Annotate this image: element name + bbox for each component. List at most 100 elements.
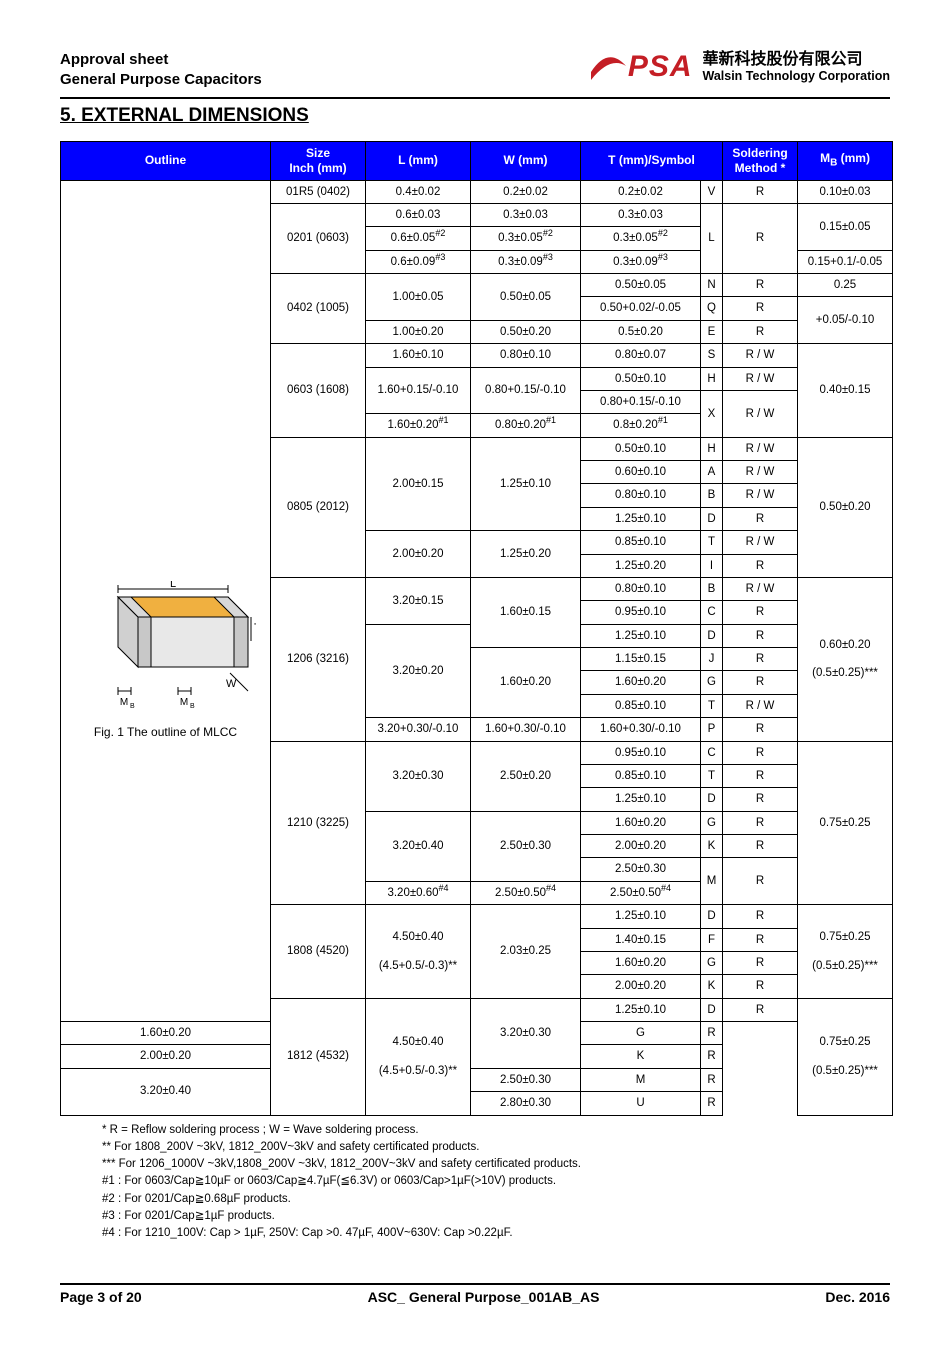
data-cell: 1.00±0.05 <box>366 274 471 321</box>
data-cell: 0.50±0.10 <box>581 367 701 390</box>
data-cell: H <box>701 437 723 460</box>
data-cell: 0603 (1608) <box>271 344 366 438</box>
data-cell: R <box>723 858 798 905</box>
data-cell: R <box>701 1092 723 1115</box>
col-header: L (mm) <box>366 141 471 180</box>
footnote-line: #2 : For 0201/Cap≧0.68µF products. <box>102 1191 890 1208</box>
data-cell: R <box>723 554 798 577</box>
data-cell: E <box>701 320 723 343</box>
data-cell: R <box>723 718 798 741</box>
data-cell: 1.00±0.20 <box>366 320 471 343</box>
data-cell: 4.50±0.40(4.5+0.5/-0.3)** <box>366 998 471 1115</box>
data-cell: J <box>701 648 723 671</box>
data-cell: 0.95±0.10 <box>581 741 701 764</box>
data-cell: R <box>723 297 798 320</box>
data-cell: R <box>723 274 798 297</box>
data-cell: R / W <box>723 461 798 484</box>
data-cell: R / W <box>723 367 798 390</box>
data-cell: G <box>701 671 723 694</box>
data-cell: 4.50±0.40(4.5+0.5/-0.3)** <box>366 905 471 999</box>
svg-text:T: T <box>254 622 256 634</box>
data-cell: R <box>723 998 798 1021</box>
mlcc-figure: LTWMBMBFig. 1 The outline of MLCC <box>76 581 256 740</box>
data-cell: G <box>581 1022 701 1045</box>
data-cell: 1.25±0.10 <box>581 624 701 647</box>
data-cell: 2.00±0.20 <box>581 975 701 998</box>
footer-rule <box>60 1283 890 1285</box>
header-line2: General Purpose Capacitors <box>60 70 262 90</box>
data-cell: 2.50±0.30 <box>471 811 581 881</box>
dimensions-table: OutlineSizeInch (mm)L (mm)W (mm)T (mm)/S… <box>60 141 893 1116</box>
col-header: MB (mm) <box>798 141 893 180</box>
footnote-line: #4 : For 1210_100V: Cap > 1µF, 250V: Cap… <box>102 1225 890 1242</box>
data-cell: K <box>701 975 723 998</box>
data-cell: 0.2±0.02 <box>471 180 581 203</box>
data-cell: 0.50±0.20 <box>798 437 893 577</box>
data-cell: 2.00±0.20 <box>366 531 471 578</box>
data-cell: 3.20±0.20 <box>366 624 471 718</box>
mlcc-diagram-icon: LTWMBMB <box>76 581 256 711</box>
data-cell: 1.60±0.10 <box>366 344 471 367</box>
data-cell: R / W <box>723 390 798 437</box>
corp-name-en: Walsin Technology Corporation <box>703 69 891 84</box>
data-cell: V <box>701 180 723 203</box>
logo-text: PSA <box>628 50 693 84</box>
data-cell: B <box>701 577 723 600</box>
data-cell: R / W <box>723 694 798 717</box>
data-cell: 0.85±0.10 <box>581 531 701 554</box>
data-cell: R <box>723 905 798 928</box>
data-cell: 0.6±0.09#3 <box>366 250 471 273</box>
data-cell: 3.20±0.15 <box>366 577 471 624</box>
data-cell: R <box>723 951 798 974</box>
data-cell: 1.25±0.20 <box>471 531 581 578</box>
corp-name: 華新科技股份有限公司 Walsin Technology Corporation <box>703 50 891 84</box>
data-cell: 1.25±0.10 <box>581 998 701 1021</box>
data-cell: 0201 (0603) <box>271 203 366 273</box>
data-cell: 0402 (1005) <box>271 274 366 344</box>
data-cell: 3.20+0.30/-0.10 <box>366 718 471 741</box>
data-cell: 2.50±0.50#4 <box>471 881 581 904</box>
page-footer: Page 3 of 20 ASC_ General Purpose_001AB_… <box>60 1283 890 1305</box>
data-cell: 1.60±0.20 <box>61 1022 271 1045</box>
data-cell: D <box>701 788 723 811</box>
data-cell: R <box>723 788 798 811</box>
data-cell: 0805 (2012) <box>271 437 366 577</box>
data-cell: 1.60±0.20 <box>581 951 701 974</box>
data-cell: 1206 (3216) <box>271 577 366 741</box>
data-cell: T <box>701 531 723 554</box>
header-logo-block: PSA 華新科技股份有限公司 Walsin Technology Corpora… <box>588 50 890 84</box>
data-cell: 0.60±0.10 <box>581 461 701 484</box>
data-cell: 0.40±0.15 <box>798 344 893 438</box>
data-cell: 1.60±0.20 <box>581 671 701 694</box>
header-rule <box>60 97 890 99</box>
outline-cell: LTWMBMBFig. 1 The outline of MLCC <box>61 180 271 1022</box>
data-cell: 1.60+0.30/-0.10 <box>581 718 701 741</box>
data-cell: 0.3±0.03 <box>581 203 701 226</box>
data-cell: Q <box>701 297 723 320</box>
data-cell: R <box>723 741 798 764</box>
data-cell: 1.60±0.20 <box>581 811 701 834</box>
data-cell: 3.20±0.60#4 <box>366 881 471 904</box>
data-cell: 1.40±0.15 <box>581 928 701 951</box>
col-header: T (mm)/Symbol <box>581 141 723 180</box>
footer-date: Dec. 2016 <box>825 1289 890 1305</box>
footnote-line: ** For 1808_200V ~3kV, 1812_200V~3kV and… <box>102 1139 890 1156</box>
data-cell: 1.25±0.10 <box>581 905 701 928</box>
data-cell: 0.6±0.03 <box>366 203 471 226</box>
data-cell: R <box>701 1022 723 1045</box>
data-cell: D <box>701 624 723 647</box>
data-cell: 0.80±0.10 <box>581 484 701 507</box>
data-cell: D <box>701 507 723 530</box>
data-cell: 0.80+0.15/-0.10 <box>581 390 701 413</box>
data-cell: L <box>701 203 723 273</box>
data-cell: P <box>701 718 723 741</box>
data-cell: F <box>701 928 723 951</box>
data-cell: U <box>581 1092 701 1115</box>
data-cell: R / W <box>723 577 798 600</box>
col-header: Outline <box>61 141 271 180</box>
logo: PSA <box>588 50 693 84</box>
data-cell: 0.80±0.07 <box>581 344 701 367</box>
footer-page: Page 3 of 20 <box>60 1289 142 1305</box>
data-cell: 0.75±0.25(0.5±0.25)*** <box>798 998 893 1115</box>
data-cell: 0.95±0.10 <box>581 601 701 624</box>
